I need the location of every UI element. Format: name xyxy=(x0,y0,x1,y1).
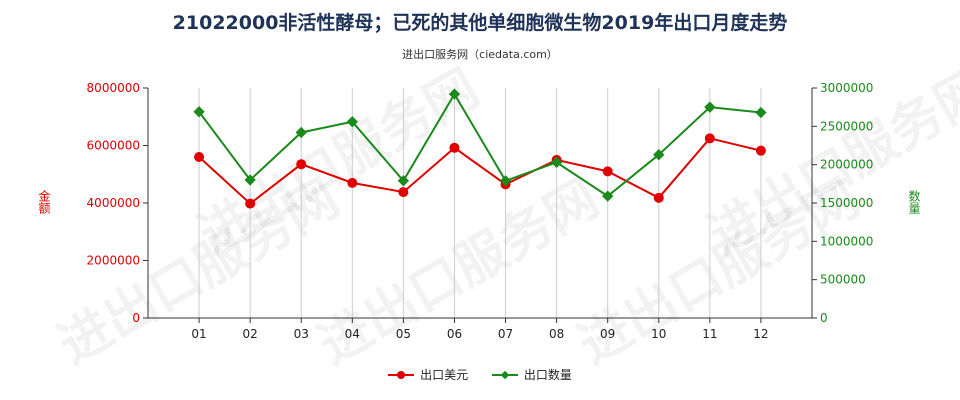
data-point-amount xyxy=(398,187,409,198)
y-axis-left-label: 金额 xyxy=(37,190,51,214)
x-tick-label: 06 xyxy=(447,327,462,341)
legend-item-quantity[interactable]: 出口数量 xyxy=(491,366,572,383)
x-tick-label: 08 xyxy=(549,327,564,341)
y-tick-label-left: 8000000 xyxy=(87,81,140,95)
y-tick-label-right: 1000000 xyxy=(820,234,873,248)
data-point-quantity xyxy=(602,190,614,202)
x-tick-label: 12 xyxy=(753,327,768,341)
x-tick-label: 10 xyxy=(651,327,666,341)
x-tick-label: 02 xyxy=(243,327,258,341)
x-tick-label: 05 xyxy=(396,327,411,341)
data-point-quantity xyxy=(448,88,461,100)
data-point-amount xyxy=(704,133,715,144)
series-line-quantity xyxy=(198,92,762,198)
data-point-amount xyxy=(449,142,460,153)
chart-subtitle: 进出口服务网（ciedata.com） xyxy=(402,48,558,61)
x-tick-label: 11 xyxy=(702,327,717,341)
data-point-quantity xyxy=(499,175,512,187)
data-point-quantity xyxy=(653,149,665,161)
legend-amount-swatch-icon xyxy=(388,369,415,381)
y-tick-label-right: 500000 xyxy=(820,273,866,287)
x-tick-label: 09 xyxy=(600,327,615,341)
y-tick-label-left: 2000000 xyxy=(87,254,140,268)
x-tick-label: 04 xyxy=(345,327,360,341)
y-tick-label-right: 3000000 xyxy=(820,81,873,95)
data-point-amount xyxy=(755,145,766,156)
data-point-amount xyxy=(296,159,307,170)
data-point-amount xyxy=(602,166,613,177)
legend-amount-label: 出口美元 xyxy=(420,368,469,382)
x-tick-label: 07 xyxy=(498,327,513,341)
data-point-amount xyxy=(245,198,256,209)
y-axis-right-label: 数量 xyxy=(907,190,921,214)
y-tick-label-right: 1500000 xyxy=(820,196,873,210)
legend-quantity-label: 出口数量 xyxy=(523,368,572,382)
chart-title: 21022000非活性酵母；已死的其他单细胞微生物2019年出口月度走势 xyxy=(172,12,788,34)
y-tick-label-right: 0 xyxy=(820,311,828,325)
x-tick-label: 01 xyxy=(191,327,206,341)
x-tick-label: 03 xyxy=(294,327,309,341)
y-tick-label-left: 6000000 xyxy=(87,139,140,153)
legend-item-amount[interactable]: 出口美元 xyxy=(388,366,468,383)
y-tick-label-left: 4000000 xyxy=(87,196,140,210)
series-line-amount xyxy=(198,137,762,205)
y-tick-label-left: 0 xyxy=(132,311,140,325)
data-point-quantity xyxy=(397,175,410,187)
data-point-amount xyxy=(194,152,205,162)
legend: 出口美元 出口数量 xyxy=(0,366,960,384)
data-point-quantity xyxy=(755,106,767,119)
data-point-amount xyxy=(347,177,358,188)
data-point-quantity xyxy=(295,126,307,139)
y-tick-label-right: 2500000 xyxy=(820,119,873,133)
data-point-quantity xyxy=(550,156,563,169)
y-tick-label-right: 2000000 xyxy=(820,158,873,172)
data-point-quantity xyxy=(244,174,256,186)
data-point-amount xyxy=(653,192,664,203)
legend-quantity-swatch-icon xyxy=(491,369,518,381)
